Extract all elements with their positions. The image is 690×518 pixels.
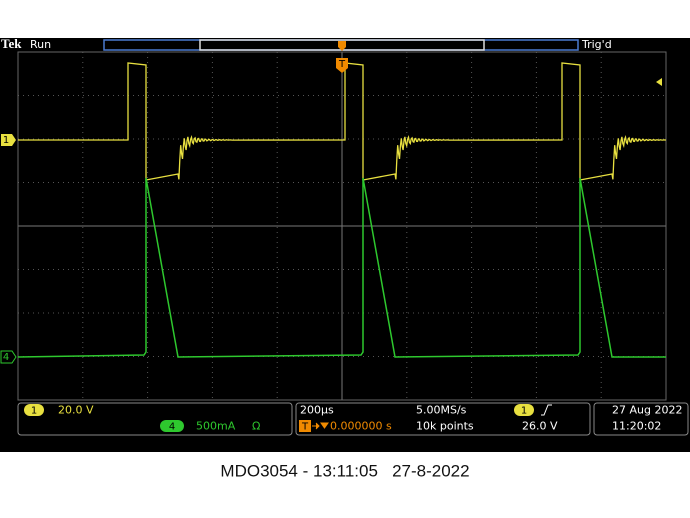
channel-4-marker: 4: [0, 350, 17, 364]
marker-shape-top: [338, 41, 346, 51]
channel-4-scale: 500mA: [196, 420, 236, 433]
timebase-readout-box: [295, 402, 591, 436]
rising-edge-icon: [541, 404, 552, 416]
time: 11:20:02: [612, 420, 661, 433]
channel-1-marker: 1: [1, 134, 16, 146]
date: 27 Aug 2022: [612, 404, 682, 417]
channel-4-termination: Ω: [252, 420, 260, 433]
marker-shape: [0, 350, 17, 364]
position-arrows: [312, 422, 329, 430]
channel-4-badge-bg: [160, 420, 184, 432]
trigger-badge-bg: [299, 420, 311, 432]
horizontal-position: 0.000000 s: [330, 420, 392, 433]
horizontal-scale: 200µs: [300, 404, 334, 417]
trigger-status: Trig'd: [581, 38, 612, 51]
trigger-badge: T: [301, 422, 309, 433]
channel-4-waveform: [17, 177, 666, 358]
acquisition-status: Run: [30, 38, 51, 51]
marker-label: 4: [3, 352, 9, 363]
marker-label: T: [338, 59, 346, 70]
channel-1-waveform: [18, 62, 666, 181]
graticule: [18, 52, 666, 400]
brand: Tek: [1, 36, 22, 51]
trigger-level: 26.0 V: [522, 420, 558, 433]
channel-4-badge: 4: [169, 422, 175, 433]
trigger-source: 1: [521, 406, 527, 417]
channel-readout-box: [17, 402, 293, 436]
trigger-position-marker: T: [336, 41, 348, 73]
record-length: 10k points: [416, 420, 474, 433]
sample-rate: 5.00MS/s: [416, 404, 467, 417]
channel-1-scale: 20.0 V: [58, 404, 94, 417]
caption: MDO3054 - 13:11:05 27-8-2022: [220, 461, 469, 480]
trigger-source-badge-bg: [514, 404, 534, 416]
channel-1-badge: 1: [31, 406, 37, 417]
marker-shape: [336, 58, 348, 73]
marker-shape: [1, 134, 16, 146]
marker-label: 1: [3, 135, 9, 146]
clock-readout-box: [593, 402, 689, 436]
trigger-level-marker: [656, 78, 662, 86]
channel-1-badge-bg: [24, 404, 44, 416]
graticule-frame: [17, 51, 667, 401]
